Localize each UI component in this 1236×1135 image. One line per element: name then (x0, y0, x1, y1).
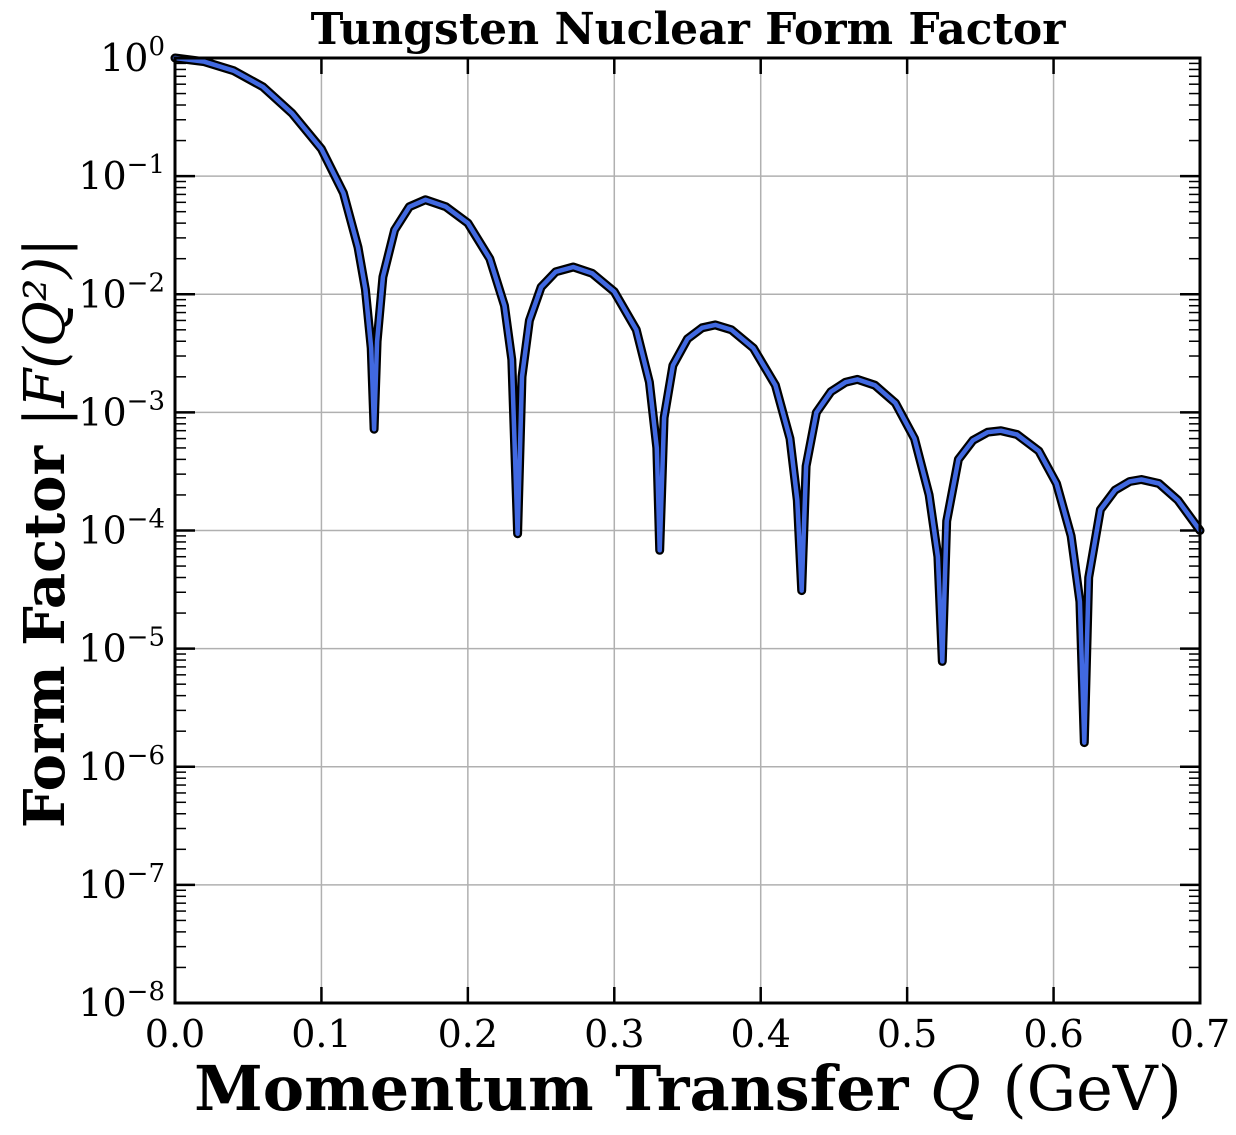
series-layer (170, 53, 1205, 748)
x-tick-label: 0.4 (730, 1012, 790, 1056)
x-tick-label: 0.6 (1023, 1012, 1083, 1056)
form-factor-line (172, 55, 1203, 745)
grid-lines (175, 58, 1200, 1003)
x-axis-label-symbol: Q (930, 1052, 981, 1125)
x-tick-label: 0.1 (291, 1012, 351, 1056)
y-tick-label: 10−7 (78, 859, 165, 907)
x-tick-label: 0.2 (438, 1012, 498, 1056)
y-tick-label: 100 (100, 32, 165, 80)
y-axis-label-text: Form Factor (12, 445, 78, 829)
chart-title: Tungsten Nuclear Form Factor (311, 4, 1067, 55)
x-axis-label-text: Momentum Transfer (194, 1052, 910, 1125)
x-axis-label-unit: (GeV) (1002, 1052, 1181, 1125)
y-tick-label: 10−2 (78, 268, 165, 316)
minor-ticks (175, 62, 1200, 969)
y-tick-label: 10−4 (78, 505, 165, 553)
x-axis-label: Momentum Transfer Q (GeV) (194, 1052, 1182, 1125)
x-tick-label: 0.7 (1170, 1012, 1230, 1056)
y-tick-label: 10−6 (78, 741, 165, 789)
x-tick-labels: 0.0 0.1 0.2 0.3 0.4 0.5 0.6 0.7 (145, 1012, 1230, 1056)
x-tick-label: 0.0 (145, 1012, 205, 1056)
y-tick-label: 10−8 (78, 977, 165, 1025)
x-tick-label: 0.3 (584, 1012, 644, 1056)
y-tick-label: 10−3 (78, 386, 165, 434)
x-tick-label: 0.5 (877, 1012, 937, 1056)
y-tick-label: 10−5 (78, 623, 165, 671)
y-axis-label-symbol: |F(Q²)| (13, 238, 78, 427)
y-tick-labels: 100 10−1 10−2 10−3 10−4 10−5 10−6 10−7 10−8 (78, 32, 165, 1025)
y-axis-label: Form Factor |F(Q²)| (12, 238, 78, 828)
plot-frame (173, 56, 1202, 1005)
y-tick-label: 10−1 (78, 150, 165, 198)
